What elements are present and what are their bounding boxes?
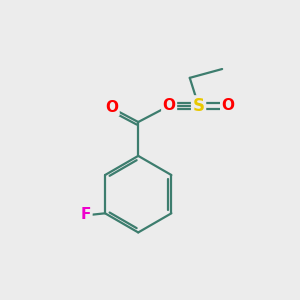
Text: O: O (221, 98, 235, 113)
Text: S: S (193, 97, 205, 115)
Text: O: O (105, 100, 118, 115)
Text: O: O (163, 98, 176, 113)
Text: F: F (81, 207, 91, 222)
